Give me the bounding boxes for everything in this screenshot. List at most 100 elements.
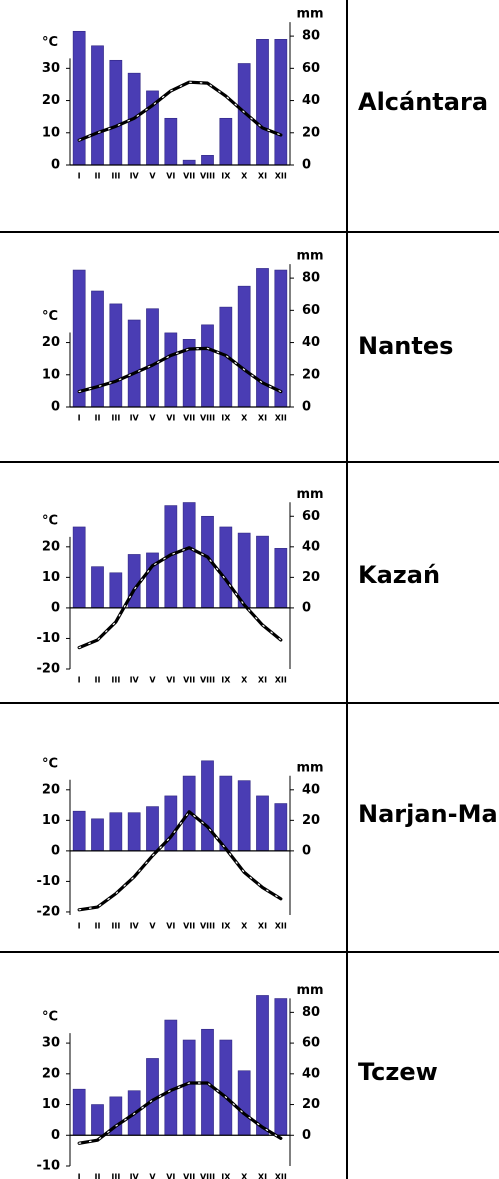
y-axis-label: °C: [42, 756, 58, 771]
y2-tick-label: 60: [302, 509, 320, 524]
y-tick-label: -10: [37, 874, 61, 889]
bar: [91, 45, 104, 166]
y2-tick-label: 40: [302, 782, 320, 797]
x-tick-label: I: [78, 922, 81, 931]
y-tick-label: 20: [42, 335, 60, 350]
x-tick-label: VI: [166, 414, 175, 423]
y2-axis-label: mm: [296, 760, 323, 775]
bar: [146, 552, 159, 609]
x-tick-label: XII: [275, 1173, 287, 1179]
city-name: Kazań: [358, 561, 440, 589]
x-tick-label: IX: [221, 1173, 231, 1179]
bar: [256, 39, 269, 166]
bar: [182, 1039, 196, 1136]
temperature-line-dots: [78, 810, 282, 911]
y-axis-label: °C: [42, 35, 58, 50]
x-tick-label: IV: [130, 676, 140, 685]
y2-tick-label: 80: [302, 1005, 320, 1020]
y-tick-label: 20: [42, 782, 60, 797]
city-name: Alcántara: [358, 88, 488, 116]
x-tick-label: VII: [183, 1173, 195, 1179]
x-tick-label: VII: [183, 414, 195, 423]
y2-tick-label: 0: [302, 843, 311, 858]
x-tick-label: VI: [166, 1173, 175, 1179]
x-tick-label: VIII: [200, 172, 215, 181]
x-tick-label: III: [111, 922, 120, 931]
x-tick-label: I: [78, 1173, 81, 1179]
y-tick-label: 0: [51, 600, 60, 615]
x-tick-label: XII: [275, 414, 287, 423]
bar: [72, 30, 86, 166]
y-tick-label: 0: [51, 1128, 60, 1143]
x-tick-label: VII: [183, 172, 195, 181]
x-tick-label: III: [111, 414, 120, 423]
y2-tick-label: 80: [302, 29, 320, 44]
y2-axis-label: mm: [296, 983, 323, 998]
y2-tick-label: 20: [302, 813, 320, 828]
bar: [72, 1088, 86, 1136]
x-tick-label: IV: [130, 172, 140, 181]
x-tick-label: IV: [130, 1173, 140, 1179]
x-tick-label: III: [111, 1173, 120, 1179]
bar: [91, 566, 104, 609]
bar: [182, 502, 196, 609]
y2-axis-label: mm: [296, 487, 323, 502]
x-tick-label: IX: [221, 172, 231, 181]
y-axis-label: °C: [42, 1010, 58, 1025]
bar: [237, 1070, 251, 1136]
bar: [72, 526, 86, 609]
y2-tick-label: 40: [302, 1066, 320, 1081]
y2-tick-label: 80: [302, 271, 320, 286]
y-axis-label: °C: [42, 309, 58, 324]
x-tick-label: II: [95, 922, 101, 931]
temperature-line-dots: [78, 1082, 282, 1144]
city-name: Narjan-Mar: [358, 800, 499, 828]
x-tick-label: V: [149, 676, 156, 685]
y2-tick-label: 40: [302, 335, 320, 350]
x-tick-label: XII: [275, 922, 287, 931]
y-tick-label: 10: [42, 367, 60, 382]
x-tick-label: II: [95, 414, 101, 423]
bar: [109, 59, 123, 166]
x-tick-label: VI: [166, 172, 175, 181]
y-tick-label: 10: [42, 125, 60, 140]
x-tick-label: V: [149, 1173, 156, 1179]
x-tick-label: X: [241, 922, 248, 931]
x-tick-label: IV: [130, 922, 140, 931]
y2-tick-label: 40: [302, 93, 320, 108]
y2-tick-label: 20: [302, 1097, 320, 1112]
temperature-line: [77, 546, 283, 650]
temperature-line-dots: [78, 81, 282, 141]
x-tick-label: VIII: [200, 1173, 215, 1179]
y-axis-label: °C: [42, 513, 58, 528]
bar: [127, 319, 141, 408]
x-tick-label: II: [95, 172, 101, 181]
y2-tick-label: 0: [302, 400, 311, 415]
x-tick-label: XII: [275, 172, 287, 181]
y-tick-label: 10: [42, 813, 60, 828]
bar: [274, 39, 288, 166]
y-tick-label: 20: [42, 1066, 60, 1081]
y-tick-label: -20: [37, 904, 61, 919]
bar: [127, 812, 141, 852]
x-tick-label: VIII: [200, 414, 215, 423]
y2-tick-label: 60: [302, 303, 320, 318]
x-tick-label: XII: [275, 676, 287, 685]
y2-axis-label: mm: [296, 249, 323, 264]
y-tick-label: 10: [42, 1097, 60, 1112]
y-tick-label: 30: [42, 61, 60, 76]
y-tick-label: 0: [51, 843, 60, 858]
y-tick-label: 10: [42, 570, 60, 585]
x-tick-label: VIII: [200, 922, 215, 931]
bar: [274, 269, 288, 408]
x-tick-label: IX: [221, 676, 231, 685]
y2-tick-label: 60: [302, 61, 320, 76]
city-name: Nantes: [358, 332, 453, 360]
bar: [72, 269, 86, 408]
bar: [182, 159, 196, 166]
x-tick-label: XI: [258, 1173, 267, 1179]
x-tick-label: XI: [258, 676, 267, 685]
y2-tick-label: 40: [302, 539, 320, 554]
x-tick-label: IX: [221, 922, 231, 931]
